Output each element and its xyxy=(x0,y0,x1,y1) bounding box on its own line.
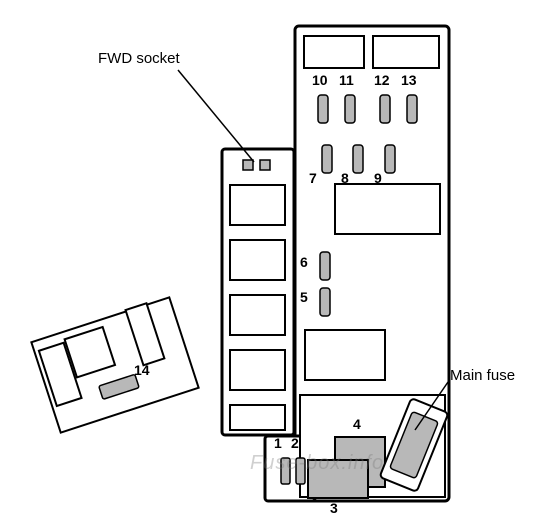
fuse-number-7: 7 xyxy=(309,170,317,186)
fuse-number-14: 14 xyxy=(134,362,150,378)
fuse-number-6: 6 xyxy=(300,254,308,270)
fuse-number-1: 1 xyxy=(274,435,282,451)
fuse-number-8: 8 xyxy=(341,170,349,186)
main-fuse-label: Main fuse xyxy=(450,367,515,384)
fuse-number-4: 4 xyxy=(353,416,361,432)
fuse-number-3: 3 xyxy=(330,500,338,516)
fuse-number-2: 2 xyxy=(291,435,299,451)
fuse-box-diagram xyxy=(0,0,540,529)
fwd-socket-label: FWD socket xyxy=(98,50,180,67)
fuse-number-9: 9 xyxy=(374,170,382,186)
fuse-number-10: 10 xyxy=(312,72,328,88)
fuse-number-5: 5 xyxy=(300,289,308,305)
fuse-number-13: 13 xyxy=(401,72,417,88)
fuse-number-11: 11 xyxy=(339,72,354,88)
fuse-number-12: 12 xyxy=(374,72,390,88)
